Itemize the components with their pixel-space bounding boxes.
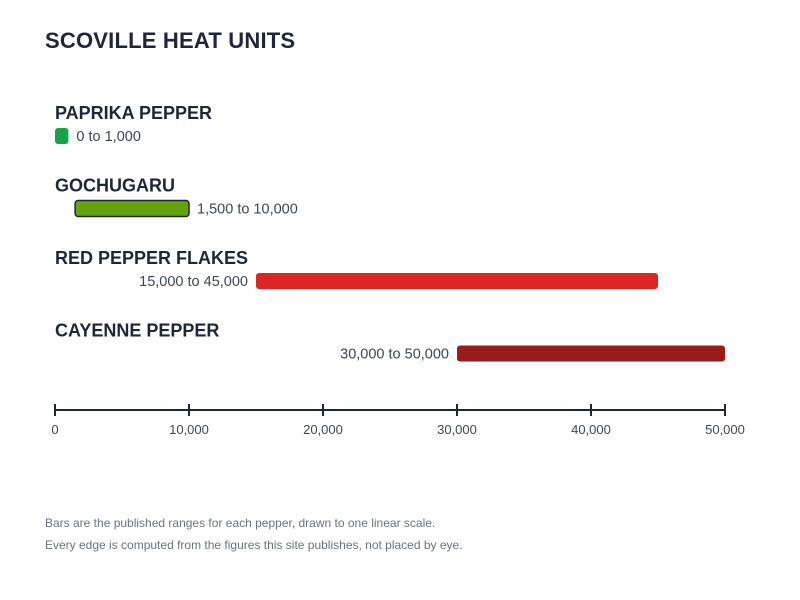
range-label: 30,000 to 50,000 <box>340 347 449 363</box>
footnote-scale: Bars are the published ranges for each p… <box>45 516 436 530</box>
x-tick-label: 0 <box>51 422 58 437</box>
series-name: GOCHUGARU <box>55 176 175 196</box>
series-name: CAYENNE PEPPER <box>55 321 219 341</box>
footnote-method: Every edge is computed from the figures … <box>45 538 463 552</box>
x-tick-label: 30,000 <box>437 422 477 437</box>
x-tick-label: 20,000 <box>303 422 343 437</box>
range-label: 15,000 to 45,000 <box>139 274 248 290</box>
range-label: 0 to 1,000 <box>76 129 140 145</box>
x-tick-label: 50,000 <box>705 422 745 437</box>
range-bar <box>457 345 725 362</box>
series-name: PAPRIKA PEPPER <box>55 103 212 123</box>
series-name: RED PEPPER FLAKES <box>55 248 248 268</box>
range-bar <box>55 128 69 144</box>
range-label: 1,500 to 10,000 <box>197 202 298 218</box>
chart-title: SCOVILLE HEAT UNITS <box>45 28 296 53</box>
range-bar <box>74 199 190 218</box>
range-bar <box>256 273 658 289</box>
x-tick-label: 10,000 <box>169 422 209 437</box>
x-tick-label: 40,000 <box>571 422 611 437</box>
